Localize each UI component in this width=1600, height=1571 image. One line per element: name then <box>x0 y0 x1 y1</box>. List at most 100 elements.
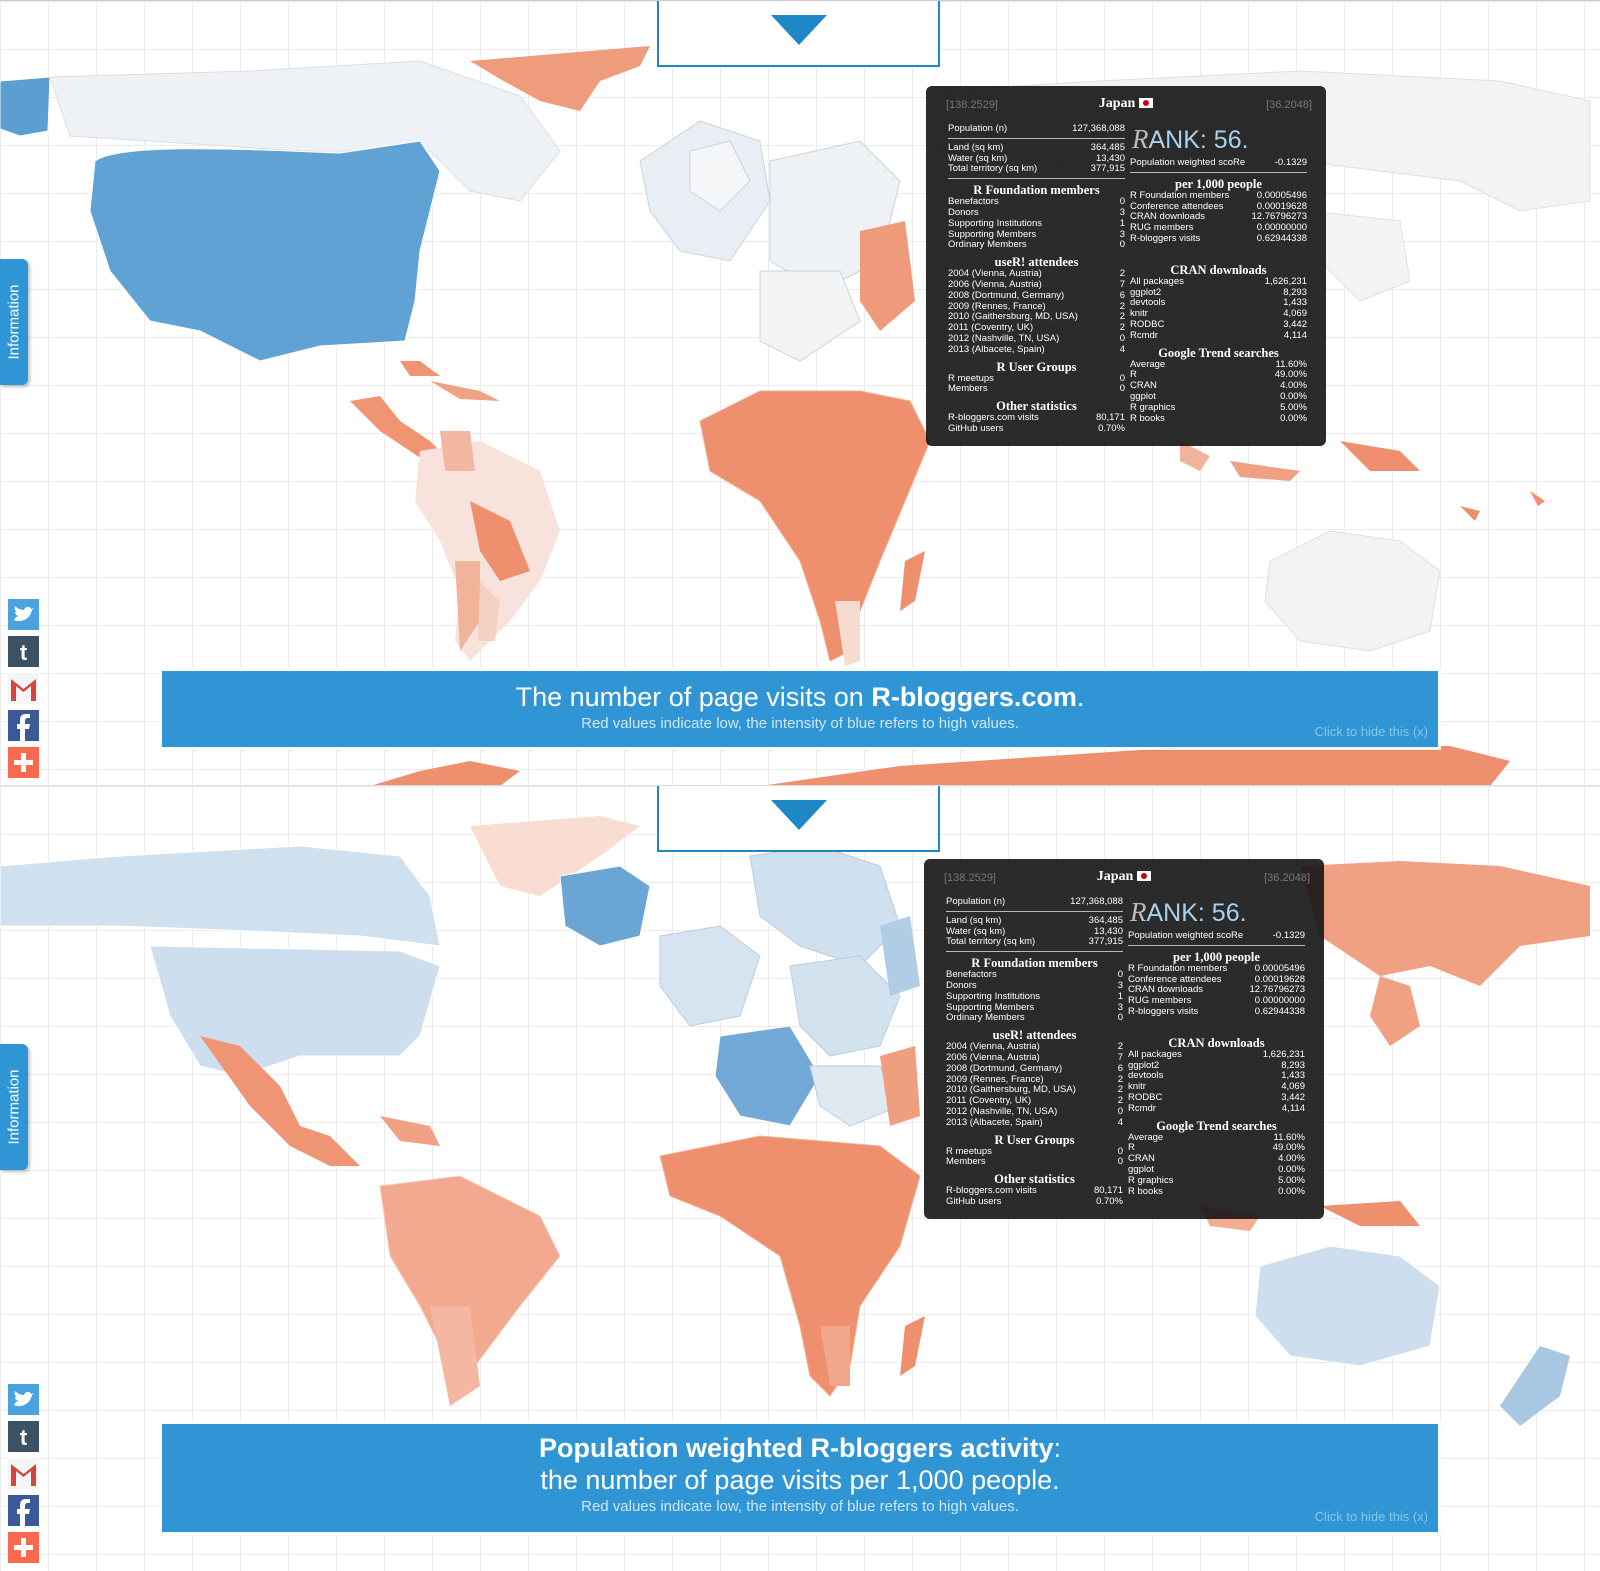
stat-row: ggplot 0.00% <box>1128 1163 1305 1176</box>
stat-row: RODBC 3,442 <box>1130 318 1307 331</box>
stat-value: 7 <box>1117 1051 1123 1063</box>
facebook-share-button[interactable] <box>8 710 39 741</box>
japan-flag-icon <box>1137 871 1152 881</box>
stat-row: 2004 (Vienna, Austria) 2 <box>946 1041 1123 1053</box>
stat-label: CRAN <box>1128 1153 1155 1165</box>
banner-subtitle: Red values indicate low, the intensity o… <box>581 715 1019 732</box>
hide-banner-link[interactable]: Click to hide this (x) <box>1314 724 1428 739</box>
stat-value: 49.00% <box>1274 369 1307 381</box>
stat-value: 0.00005496 <box>1256 189 1307 201</box>
stat-label: 2009 (Rennes, France) <box>946 1073 1044 1085</box>
stat-value: 1,626,231 <box>1264 275 1307 287</box>
stat-rows: 2004 (Vienna, Austria) 2 2006 (Vienna, Aus… <box>948 268 1125 355</box>
social-share-bar: t <box>8 1384 39 1569</box>
stat-label: Conference attendees <box>1130 200 1224 212</box>
stat-row: R Foundation members 0.00005496 <box>1128 963 1305 975</box>
stat-row: Conference attendees 0.00019628 <box>1130 200 1307 213</box>
tooltip-section-title: Other statistics <box>994 1172 1075 1187</box>
stat-label: knitr <box>1128 1081 1146 1093</box>
stat-label: Ordinary Members <box>948 239 1027 251</box>
gmail-share-button[interactable] <box>8 1458 39 1489</box>
information-tab[interactable]: Information <box>0 259 28 385</box>
stat-row: RUG members 0.00000000 <box>1128 995 1305 1007</box>
stat-label: Members <box>946 1156 986 1168</box>
stat-label: 2006 (Vienna, Austria) <box>946 1051 1040 1063</box>
stat-row: R graphics 5.00% <box>1128 1175 1305 1187</box>
gmail-share-button[interactable] <box>8 673 39 704</box>
stat-row: Ordinary Members 0 <box>946 1013 1123 1024</box>
stat-value: 3,442 <box>1281 1091 1305 1103</box>
world-cartogram-shapes <box>0 816 1590 1426</box>
tooltip-left-column: Population (n) 127,368,088 Land (sq km) 36… <box>948 123 1125 435</box>
stat-label: devtools <box>1130 297 1166 309</box>
stat-row: knitr 4,069 <box>1128 1081 1305 1093</box>
stat-value: 1 <box>1119 217 1125 229</box>
stat-label: R-bloggers.com visits <box>946 1185 1037 1197</box>
tumblr-share-button[interactable]: t <box>8 636 39 667</box>
stat-row: All packages 1,626,231 <box>1130 275 1307 288</box>
tooltip-section-title: Google Trend searches <box>1158 345 1279 360</box>
tooltip-section-title: R User Groups <box>994 1132 1075 1147</box>
stat-label: Benefactors <box>948 196 999 208</box>
stat-label: CRAN downloads <box>1130 211 1205 223</box>
stat-rows: R meetups 0 Members 0 <box>946 1146 1123 1169</box>
tooltip-section-title: useR! attendees <box>994 255 1079 270</box>
social-share-bar: t <box>8 599 39 784</box>
stat-row: Average 11.60% <box>1128 1132 1305 1144</box>
stat-label: ggplot2 <box>1128 1059 1160 1071</box>
stat-label: R Foundation members <box>1130 189 1230 201</box>
tooltip-section-title: CRAN downloads <box>1168 1035 1265 1050</box>
information-tab[interactable]: Information <box>0 1044 28 1170</box>
stat-value: 12.76796273 <box>1249 984 1305 996</box>
stat-value: 0.00% <box>1278 1163 1305 1175</box>
addthis-share-button[interactable] <box>8 747 39 778</box>
tumblr-share-button[interactable]: t <box>8 1421 39 1452</box>
visualization-selector-dropdown[interactable] <box>657 1 940 67</box>
hide-banner-link[interactable]: Click to hide this (x) <box>1314 1509 1428 1524</box>
description-banner: Population weighted R-bloggers activity:… <box>162 1424 1438 1532</box>
stat-row: knitr 4,069 <box>1130 308 1307 320</box>
stat-rows: R Foundation members 0.00005496 Conference… <box>1128 963 1305 1018</box>
stat-row: Population weighted scoRe -0.1329 <box>1128 930 1305 941</box>
twitter-share-button[interactable] <box>8 1384 39 1415</box>
stat-value: 3 <box>1119 228 1125 240</box>
stat-label: RODBC <box>1130 318 1165 330</box>
stat-row: devtools 1,433 <box>1130 298 1307 309</box>
stat-value: 0.00000000 <box>1256 222 1307 234</box>
rank-display: RANK: 56. <box>1132 124 1249 154</box>
stat-value: 4,069 <box>1283 308 1307 320</box>
stat-row: Land (sq km) 364,485 <box>946 914 1123 926</box>
stat-value: 8,293 <box>1281 1059 1305 1071</box>
stat-row: 2010 (Gaithersburg, MD, USA) 2 <box>948 312 1125 323</box>
visualization-selector-dropdown[interactable] <box>657 786 940 852</box>
tooltip-section-title: Other statistics <box>996 399 1077 414</box>
stat-value: 7 <box>1119 278 1125 290</box>
twitter-share-button[interactable] <box>8 599 39 630</box>
stat-row: Donors 3 <box>948 207 1125 219</box>
facebook-share-button[interactable] <box>8 1495 39 1526</box>
stat-value: 2 <box>1119 300 1125 312</box>
stat-value: 4 <box>1117 1116 1123 1128</box>
world-cartogram-map[interactable] <box>0 1 1600 786</box>
stat-label: R meetups <box>948 372 994 384</box>
stat-row: R meetups 0 <box>948 372 1125 385</box>
stat-label: R books <box>1128 1185 1163 1197</box>
stat-rows: R-bloggers.com visits 80,171 GitHub users 0… <box>948 412 1125 435</box>
stat-value: 0 <box>1117 969 1123 981</box>
stat-value: 3,442 <box>1283 318 1307 330</box>
stat-value: 0.62944338 <box>1256 232 1307 244</box>
stat-row: R 49.00% <box>1128 1143 1305 1154</box>
stat-label: Rcmdr <box>1130 329 1158 341</box>
stat-row: Total territory (sq km) 377,915 <box>946 936 1123 948</box>
stat-label: 2011 (Coventry, UK) <box>946 1095 1032 1107</box>
stat-value: 2 <box>1117 1095 1123 1107</box>
stat-row: 2006 (Vienna, Austria) 7 <box>948 278 1125 291</box>
map-panel-population-weighted: Information t [138.2529] [36.2048] Japan… <box>0 785 1600 1571</box>
stat-value: 1,433 <box>1283 297 1307 309</box>
stat-row: Supporting Members 3 <box>946 1002 1123 1014</box>
chevron-down-icon <box>771 800 827 830</box>
stat-row: R Foundation members 0.00005496 <box>1130 189 1307 202</box>
addthis-share-button[interactable] <box>8 1532 39 1563</box>
stat-rows: All packages 1,626,231 ggplot2 8,293 devtool… <box>1130 275 1307 342</box>
tooltip-right-column: RANK: 56. Population weighted scoRe -0.13… <box>1128 895 1305 1197</box>
